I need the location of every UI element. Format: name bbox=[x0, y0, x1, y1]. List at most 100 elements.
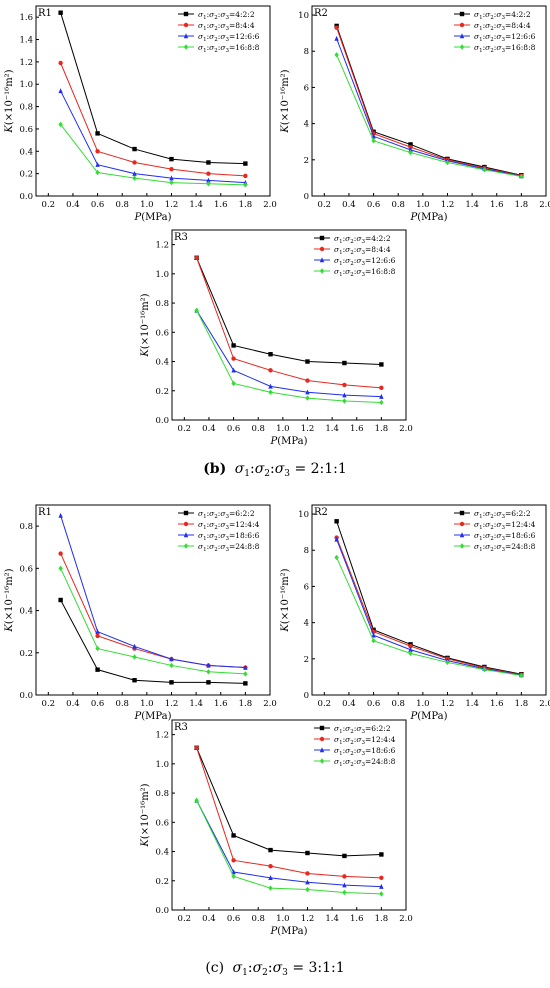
data-point-series-4 bbox=[379, 891, 384, 897]
data-point-series-4 bbox=[243, 182, 248, 188]
data-point-series-2 bbox=[408, 144, 413, 150]
y-axis-label: K(×10⁻¹⁶m²) bbox=[280, 69, 291, 133]
series-line-4 bbox=[196, 800, 382, 895]
legend-marker-3 bbox=[319, 747, 325, 753]
legend-marker-2 bbox=[183, 22, 189, 28]
data-point-series-1 bbox=[342, 360, 347, 366]
x-tick-label: 1.2 bbox=[165, 200, 179, 210]
chart-b-r2: R2 0.2 0.4 0.6 0.8 1.0 1.2 1.4 1.6 1.8 2.0 0 2 4 6 8 10 P… bbox=[280, 5, 550, 223]
legend-marker-2 bbox=[319, 246, 325, 252]
data-point-series-3 bbox=[342, 882, 347, 888]
series-line-1 bbox=[196, 747, 382, 857]
data-point-series-4 bbox=[194, 797, 199, 804]
legend-marker-1 bbox=[319, 725, 325, 731]
data-point-series-2 bbox=[169, 166, 174, 172]
data-point-series-2 bbox=[58, 60, 63, 66]
data-point-series-3 bbox=[132, 643, 137, 649]
legend-marker-4 bbox=[459, 44, 465, 50]
data-point-series-4 bbox=[371, 138, 376, 144]
x-tick-label: 1.8 bbox=[375, 914, 389, 924]
data-point-series-1 bbox=[268, 847, 273, 853]
x-tick-label: 0.2 bbox=[318, 699, 332, 709]
x-tick-label: 1.0 bbox=[140, 200, 154, 210]
x-tick-label: 0.4 bbox=[202, 914, 216, 924]
data-point-series-1 bbox=[243, 681, 248, 686]
x-tick-label: 1.4 bbox=[465, 699, 479, 709]
legend-label-4: σ1:σ2:σ3=24:8:8 bbox=[474, 542, 536, 553]
data-point-series-3 bbox=[342, 392, 347, 398]
data-point-series-2 bbox=[305, 378, 310, 383]
x-tick-label: 1.8 bbox=[375, 424, 389, 434]
data-point-series-1 bbox=[268, 352, 273, 357]
legend-label-1: σ1:σ2:σ3=4:2:2 bbox=[334, 234, 391, 245]
y-tick-label: 1.2 bbox=[155, 731, 169, 741]
y-tick-label: 1.4 bbox=[19, 36, 33, 46]
data-point-series-2 bbox=[342, 382, 347, 388]
data-point-series-4 bbox=[58, 121, 63, 128]
data-point-series-2 bbox=[334, 25, 339, 30]
y-tick-label: 1.0 bbox=[155, 760, 169, 770]
x-tick-label: 1.6 bbox=[490, 699, 504, 709]
series-line-1 bbox=[60, 599, 246, 684]
x-tick-label: 1.6 bbox=[490, 200, 504, 210]
y-tick-label: 0.2 bbox=[155, 877, 169, 887]
y-tick-label: 0.4 bbox=[19, 607, 33, 617]
legend-label-2: σ1:σ2:σ3=8:4:4 bbox=[198, 21, 255, 32]
data-point-series-4 bbox=[482, 666, 487, 673]
y-tick-label: 1.0 bbox=[155, 270, 169, 280]
y-tick-label: 0.2 bbox=[155, 387, 169, 397]
legend: σ1:σ2:σ3=6:2:2σ1:σ2:σ3=12:4:4σ1:σ2:σ3=18… bbox=[314, 724, 396, 768]
legend-marker-4 bbox=[459, 543, 465, 549]
data-point-series-2 bbox=[268, 368, 273, 373]
data-point-series-4 bbox=[169, 179, 174, 186]
x-tick-label: 2.0 bbox=[263, 200, 277, 210]
legend-marker-1 bbox=[459, 510, 465, 516]
chart-c-r3: R3 0.2 0.4 0.6 0.8 1.0 1.2 1.4 1.6 1.8 2.0 0.0 0.2 0.… bbox=[140, 719, 413, 937]
x-tick-label: 0.4 bbox=[66, 699, 80, 709]
data-point-series-2 bbox=[95, 633, 100, 639]
x-axis-label: P(MPa) bbox=[269, 436, 307, 447]
data-point-series-1 bbox=[243, 161, 248, 166]
x-tick-label: 1.0 bbox=[276, 424, 290, 434]
y-tick-label: 0.0 bbox=[155, 906, 169, 916]
section-caption-c-ratio: = 3:1:1 bbox=[288, 960, 345, 976]
plot-frame bbox=[35, 504, 271, 696]
x-tick-label: 1.0 bbox=[416, 699, 430, 709]
y-axis-label: K(×10⁻¹⁶m²) bbox=[4, 69, 15, 133]
x-tick-label: 0.6 bbox=[367, 200, 381, 210]
x-tick-label: 0.6 bbox=[91, 200, 105, 210]
series-line-3 bbox=[336, 38, 522, 177]
x-tick-label: 1.8 bbox=[239, 200, 253, 210]
data-point-series-2 bbox=[58, 551, 63, 556]
data-point-series-1 bbox=[169, 680, 174, 685]
plot-frame bbox=[35, 5, 271, 197]
y-tick-label: 0.6 bbox=[155, 328, 169, 338]
data-point-series-4 bbox=[445, 659, 450, 666]
data-point-series-2 bbox=[408, 643, 413, 649]
panel-label: R2 bbox=[314, 8, 328, 19]
x-tick-label: 0.2 bbox=[178, 424, 192, 434]
legend-marker-4 bbox=[183, 44, 189, 50]
x-tick-label: 0.6 bbox=[227, 914, 241, 924]
data-point-series-4 bbox=[408, 650, 413, 657]
x-tick-label: 1.6 bbox=[350, 914, 364, 924]
x-tick-label: 0.2 bbox=[318, 200, 332, 210]
x-tick-label: 0.4 bbox=[342, 699, 356, 709]
x-tick-label: 1.2 bbox=[165, 699, 179, 709]
series-line-4 bbox=[336, 557, 522, 676]
data-point-series-1 bbox=[132, 146, 137, 152]
x-tick-label: 1.4 bbox=[189, 699, 203, 709]
data-point-series-4 bbox=[132, 654, 137, 660]
data-point-series-3 bbox=[379, 883, 384, 889]
data-point-series-1 bbox=[58, 597, 63, 603]
legend-marker-4 bbox=[183, 543, 189, 549]
data-point-series-2 bbox=[194, 255, 199, 260]
x-tick-label: 2.0 bbox=[399, 914, 413, 924]
x-tick-label: 2.0 bbox=[399, 424, 413, 434]
y-tick-label: 0.2 bbox=[19, 649, 33, 659]
x-tick-label: 1.8 bbox=[239, 699, 253, 709]
y-tick-label: 0.8 bbox=[155, 299, 169, 309]
x-axis-label: P(MPa) bbox=[409, 711, 447, 722]
data-point-series-1 bbox=[342, 853, 347, 859]
